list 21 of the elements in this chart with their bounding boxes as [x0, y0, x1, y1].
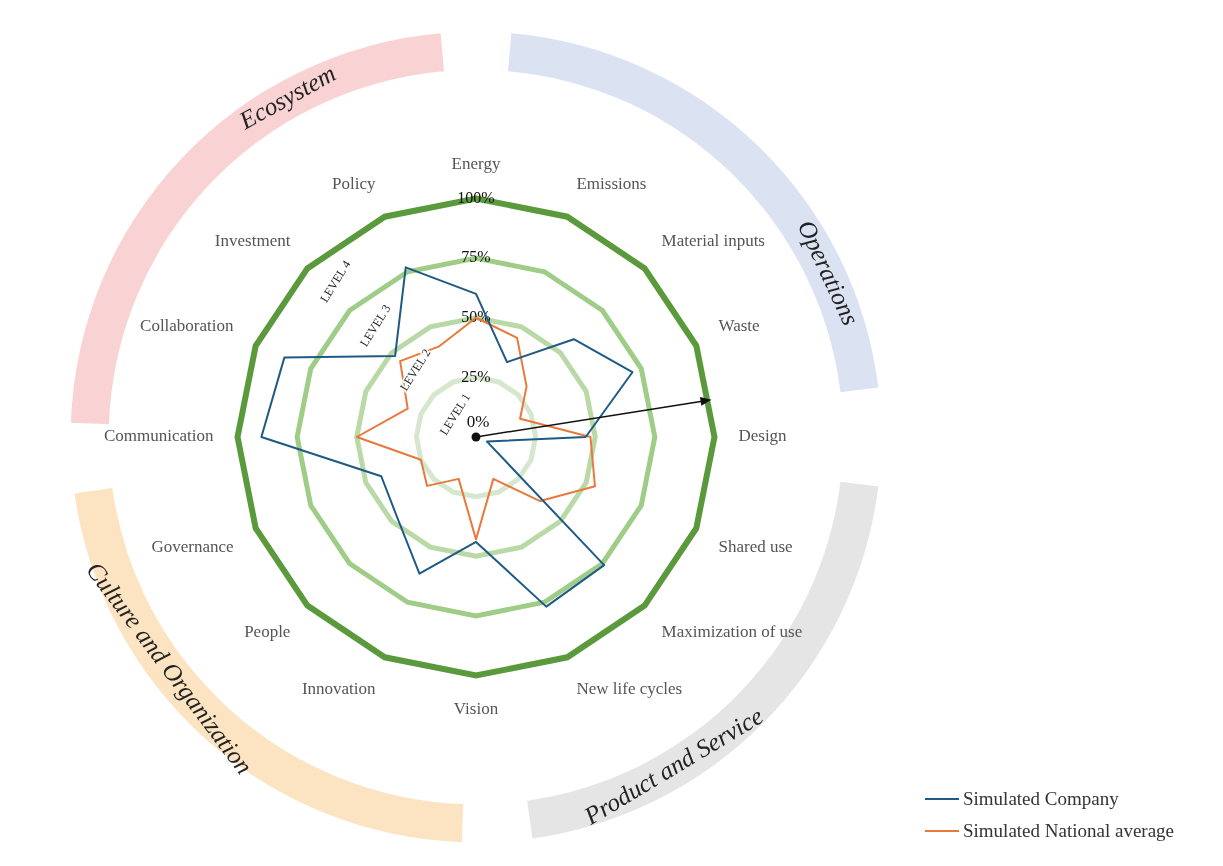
legend-label: Simulated Company: [963, 788, 1119, 810]
y-tick-label: 75%: [461, 248, 491, 266]
spoke-label: Shared use: [718, 537, 793, 557]
spoke-label: Investment: [214, 230, 291, 250]
spoke-label: Collaboration: [140, 315, 235, 335]
spoke-label: Design: [738, 426, 788, 446]
y-tick-label: 0%: [466, 412, 490, 431]
spoke-label: Governance: [151, 537, 234, 557]
spoke-label: Energy: [451, 153, 501, 173]
spoke-label: Waste: [718, 315, 760, 335]
spoke-label: Policy: [332, 173, 377, 193]
spoke-label: Innovation: [301, 679, 377, 699]
spoke-label: Material inputs: [661, 230, 765, 250]
spoke-label: Communication: [104, 426, 215, 446]
spoke-label: New life cycles: [576, 679, 683, 699]
y-tick-label: 25%: [461, 367, 491, 385]
spoke-label: Emissions: [576, 173, 647, 193]
spoke-label: Vision: [453, 699, 499, 719]
legend-label: Simulated National average: [963, 820, 1175, 842]
spoke-label: Maximization of use: [661, 622, 803, 642]
spoke-label: People: [244, 622, 291, 642]
